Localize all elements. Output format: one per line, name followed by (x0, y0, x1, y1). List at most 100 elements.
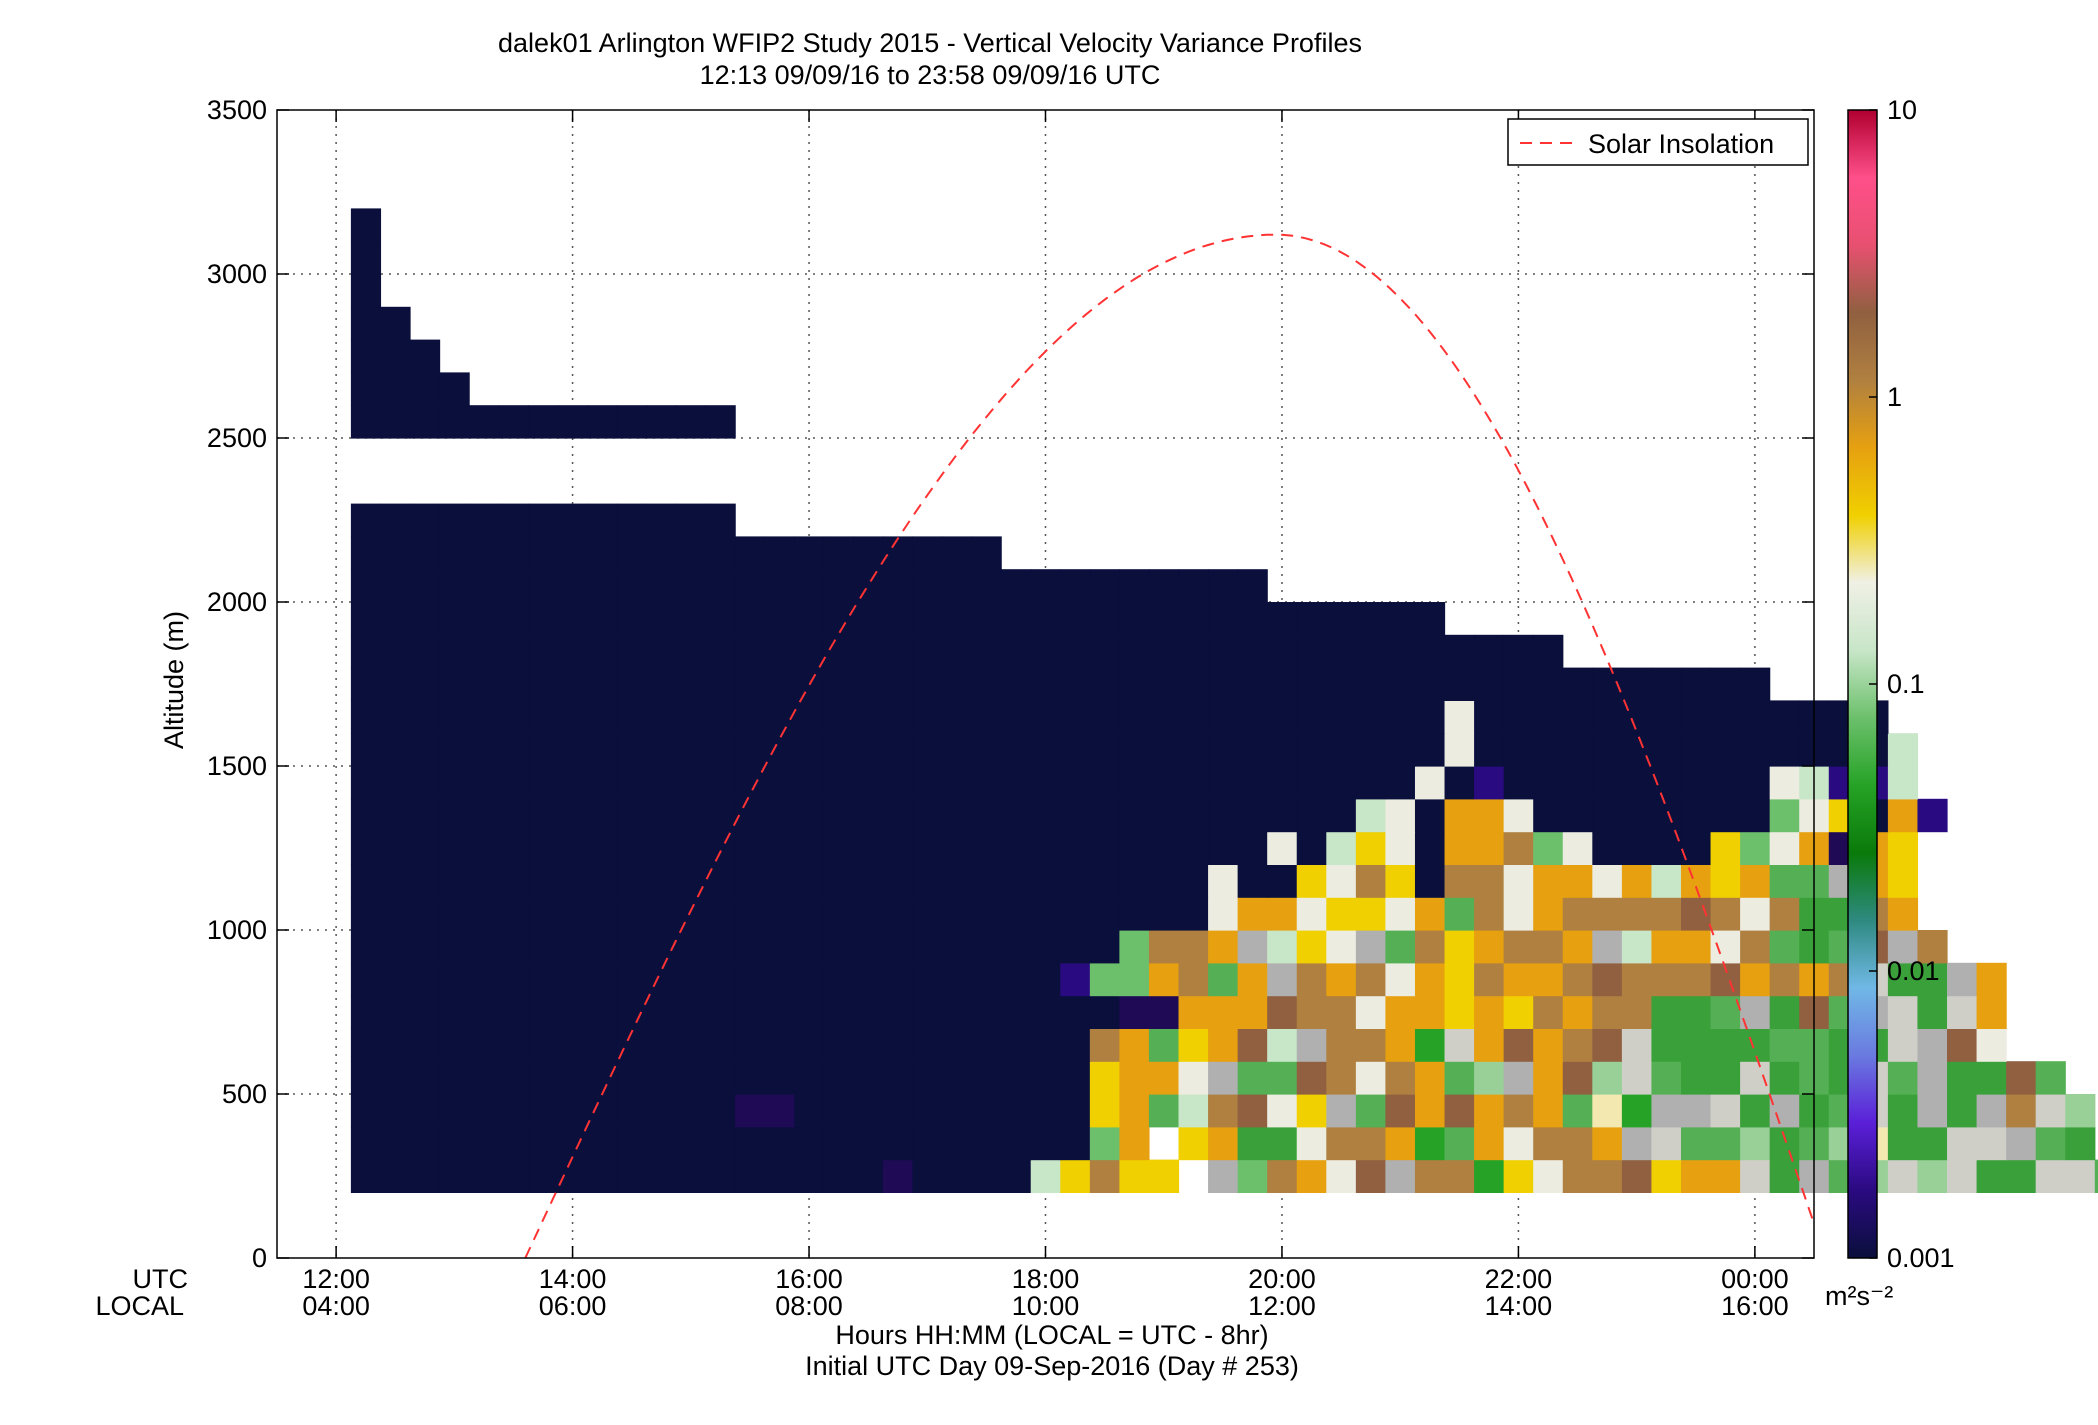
heatmap-cell (1651, 733, 1682, 767)
heatmap-cell (1444, 766, 1475, 800)
legend-box (1507, 118, 1809, 166)
heatmap-cell (1355, 667, 1387, 701)
heatmap-cell (439, 634, 470, 669)
heatmap-cell (616, 634, 648, 669)
heatmap-cell (646, 1061, 677, 1095)
heatmap-cell (1651, 1126, 1682, 1161)
heatmap-cell (1947, 995, 1978, 1029)
heatmap-cell (912, 602, 943, 636)
heatmap-cell (1267, 602, 1298, 636)
heatmap-cell (1621, 930, 1653, 964)
heatmap-cell (528, 930, 559, 964)
heatmap-cell (1237, 897, 1268, 931)
heatmap-cell (912, 536, 943, 570)
heatmap-cell (1444, 1094, 1475, 1128)
heatmap-cell (350, 306, 382, 341)
heatmap-cell (1296, 1126, 1327, 1161)
heatmap-cell (1208, 602, 1239, 636)
heatmap-cell (1237, 1159, 1268, 1193)
heatmap-cell (1178, 897, 1209, 931)
heatmap-cell (1148, 962, 1180, 997)
heatmap-cell (942, 995, 973, 1029)
heatmap-cell (853, 700, 884, 734)
heatmap-cell (794, 569, 825, 603)
heatmap-cell (616, 831, 648, 865)
heatmap-cell (1651, 1061, 1682, 1095)
heatmap-cell (794, 798, 825, 833)
heatmap-cell (469, 569, 500, 603)
heatmap-cell (557, 766, 588, 800)
heatmap-cell (498, 864, 529, 898)
heatmap-cell (912, 962, 943, 997)
heatmap-cell (1208, 1126, 1239, 1161)
x-tick-label-utc: 14:00 (539, 1264, 607, 1294)
heatmap-cell (794, 1061, 825, 1095)
heatmap-cell (735, 962, 766, 997)
heatmap-cell (1592, 798, 1623, 833)
heatmap-cell (1651, 1159, 1682, 1193)
heatmap-cell (528, 569, 559, 603)
heatmap-cell (1296, 962, 1327, 997)
heatmap-cell (794, 995, 825, 1029)
heatmap-cell (853, 995, 884, 1029)
heatmap-cell (1030, 1126, 1061, 1161)
heatmap-cell (1887, 766, 1919, 800)
heatmap-cell (587, 667, 618, 701)
heatmap-cell (853, 536, 884, 570)
heatmap-cell (912, 1094, 943, 1128)
heatmap-cell (794, 1028, 825, 1062)
solar-insolation-curve (524, 233, 1814, 1258)
heatmap-cell (1533, 995, 1564, 1029)
legend: Solar Insolation (1507, 118, 1809, 166)
heatmap-cell (1385, 733, 1416, 767)
heatmap-cell (1001, 1159, 1032, 1193)
heatmap-cell (1237, 700, 1268, 734)
heatmap-cell (1414, 930, 1446, 964)
heatmap-cell (587, 1028, 618, 1062)
heatmap-cell (853, 798, 884, 833)
heatmap-cell (616, 897, 648, 931)
heatmap-cell (794, 1094, 825, 1128)
heatmap-cell (853, 766, 884, 800)
heatmap-cell (1503, 930, 1534, 964)
heatmap-cell (1414, 831, 1446, 865)
heatmap-cell (380, 1159, 411, 1193)
heatmap-cell (1089, 602, 1120, 636)
heatmap-cell (350, 700, 382, 734)
heatmap-cell (439, 897, 470, 931)
heatmap-cell (705, 634, 736, 669)
heatmap-cell (1355, 1094, 1387, 1128)
heatmap-cell (912, 766, 943, 800)
heatmap-cell (1592, 700, 1623, 734)
heatmap-cell (1474, 667, 1505, 701)
heatmap-cell (1503, 733, 1534, 767)
heatmap-cell (1976, 1094, 2007, 1128)
heatmap-cell (1976, 962, 2007, 997)
heatmap-cell (1533, 798, 1564, 833)
heatmap-cell (1030, 1094, 1061, 1128)
heatmap-cell (735, 1028, 766, 1062)
x-tick-label-utc: 00:00 (1721, 1264, 1789, 1294)
heatmap-cell (882, 798, 914, 833)
heatmap-cell (469, 1126, 500, 1161)
heatmap-cell (1237, 602, 1268, 636)
heatmap-cell (1887, 1126, 1919, 1161)
heatmap-cell (1769, 798, 1800, 833)
heatmap-cell (1030, 569, 1061, 603)
heatmap-cell (853, 634, 884, 669)
heatmap-cell (1119, 1094, 1150, 1128)
heatmap-cell (1621, 962, 1653, 997)
heatmap-cell (971, 766, 1002, 800)
heatmap-cell (380, 962, 411, 997)
heatmap-cell (646, 1094, 677, 1128)
heatmap-cell (587, 864, 618, 898)
heatmap-cell (528, 503, 559, 537)
heatmap-cell (1680, 667, 1712, 701)
heatmap-cell (971, 864, 1002, 898)
heatmap-cell (557, 962, 588, 997)
heatmap-cell (350, 1126, 382, 1161)
heatmap-cell (764, 1159, 795, 1193)
heatmap-cell (528, 405, 559, 439)
heatmap-cell (1089, 897, 1120, 931)
heatmap-cell (1503, 1159, 1534, 1193)
